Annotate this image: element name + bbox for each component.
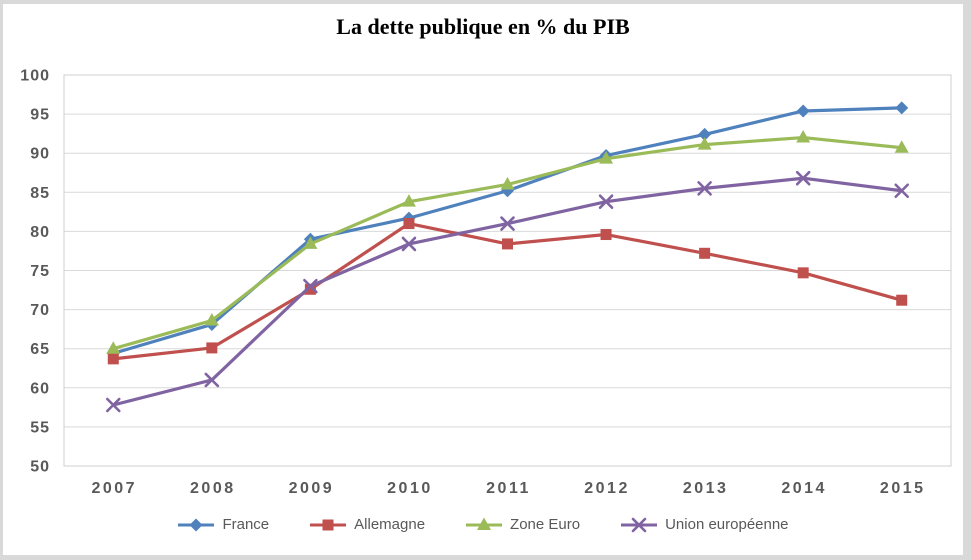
- legend: France Allemagne Zone Euro Union européenne: [3, 516, 963, 533]
- y-tick-label-85: 85: [30, 185, 50, 202]
- marker-union-europeenne-2011: [500, 216, 515, 231]
- y-tick-label-80: 80: [30, 224, 50, 241]
- marker-zone-euro-2010: [401, 194, 416, 207]
- legend-marker-allemagne: [322, 519, 334, 530]
- series-line-union-europeenne: [111, 176, 904, 407]
- marker-allemagne-2015: [896, 294, 908, 306]
- y-tick-label-70: 70: [30, 302, 50, 319]
- marker-union-europeenne-2007: [105, 397, 121, 413]
- x-tick-label-2014: 2014: [781, 480, 827, 497]
- y-tick-label-90: 90: [30, 146, 50, 163]
- marker-zone-euro-2008: [204, 313, 219, 326]
- marker-france-2013: [698, 127, 712, 141]
- plot-border: [63, 74, 952, 467]
- legend-label-zone-euro: Zone Euro: [510, 516, 581, 533]
- legend-swatch-union-europeenne: [621, 517, 658, 532]
- x-tick-label-2010: 2010: [387, 480, 433, 497]
- series-allemagne: [107, 218, 908, 365]
- marker-allemagne-2008: [206, 342, 218, 354]
- series-union-europeenne: [105, 170, 910, 413]
- legend-label-france: France: [222, 516, 270, 533]
- y-tick-label-100: 100: [20, 68, 50, 85]
- x-tick-label-2007: 2007: [91, 480, 137, 497]
- marker-zone-euro-2013: [697, 137, 712, 150]
- x-tick-label-2008: 2008: [190, 480, 236, 497]
- marker-union-europeenne-2013: [697, 181, 712, 196]
- y-tick-label-55: 55: [30, 419, 50, 436]
- x-tick-label-2009: 2009: [289, 480, 335, 497]
- marker-union-europeenne-2009: [303, 278, 318, 294]
- x-tick-label-2015: 2015: [880, 480, 926, 497]
- series-zone-euro: [106, 130, 909, 354]
- marker-allemagne-2009: [304, 283, 316, 295]
- marker-allemagne-2010: [403, 218, 415, 230]
- legend-swatch-france: [178, 518, 215, 531]
- marker-allemagne-2007: [107, 353, 119, 365]
- marker-zone-euro-2015: [894, 140, 909, 153]
- y-tick-label-95: 95: [30, 107, 50, 124]
- y-tick-label-60: 60: [30, 380, 50, 397]
- marker-zone-euro-2014: [796, 130, 811, 143]
- legend-item-zone-euro: Zone Euro: [465, 516, 580, 533]
- marker-allemagne-2011: [502, 238, 513, 250]
- y-tick-label-65: 65: [30, 341, 50, 358]
- marker-france-2015: [895, 101, 909, 115]
- legend-item-france: France: [177, 516, 269, 533]
- legend-label-allemagne: Allemagne: [354, 516, 426, 533]
- marker-union-europeenne-2010: [401, 236, 417, 252]
- legend-marker-union-europeenne: [631, 517, 647, 532]
- marker-union-europeenne-2015: [894, 183, 910, 199]
- marker-zone-euro-2011: [500, 176, 515, 190]
- legend-item-allemagne: Allemagne: [309, 516, 425, 533]
- x-tick-label-2012: 2012: [584, 480, 630, 497]
- legend-item-union-europeenne: Union européenne: [620, 516, 789, 533]
- marker-union-europeenne-2014: [795, 170, 811, 186]
- plot-area: 50 55 60 65 70 75 80 85 90 95 100 2007 2008 2009 2010 2…: [20, 68, 952, 497]
- x-tick-label-2011: 2011: [486, 480, 531, 497]
- marker-france-2014: [796, 104, 810, 118]
- y-tick-label-50: 50: [30, 459, 50, 476]
- legend-marker-zone-euro: [477, 517, 492, 530]
- marker-union-europeenne-2012: [598, 194, 614, 209]
- legend-swatch-allemagne: [310, 519, 347, 530]
- marker-allemagne-2013: [699, 247, 711, 259]
- series-line-france: [111, 106, 904, 355]
- marker-allemagne-2012: [600, 229, 612, 241]
- marker-zone-euro-2007: [106, 341, 121, 354]
- marker-zone-euro-2012: [599, 151, 614, 164]
- marker-union-europeenne-2008: [204, 372, 220, 388]
- legend-label-union-europeenne: Union européenne: [665, 516, 789, 533]
- chart-title: La dette publique en % du PIB: [336, 14, 630, 39]
- legend-swatch-zone-euro: [466, 517, 503, 530]
- y-tick-label-75: 75: [30, 263, 50, 280]
- x-tick-label-2013: 2013: [683, 480, 729, 497]
- marker-zone-euro-2009: [303, 236, 318, 249]
- legend-marker-france: [189, 518, 203, 531]
- marker-allemagne-2014: [797, 267, 809, 279]
